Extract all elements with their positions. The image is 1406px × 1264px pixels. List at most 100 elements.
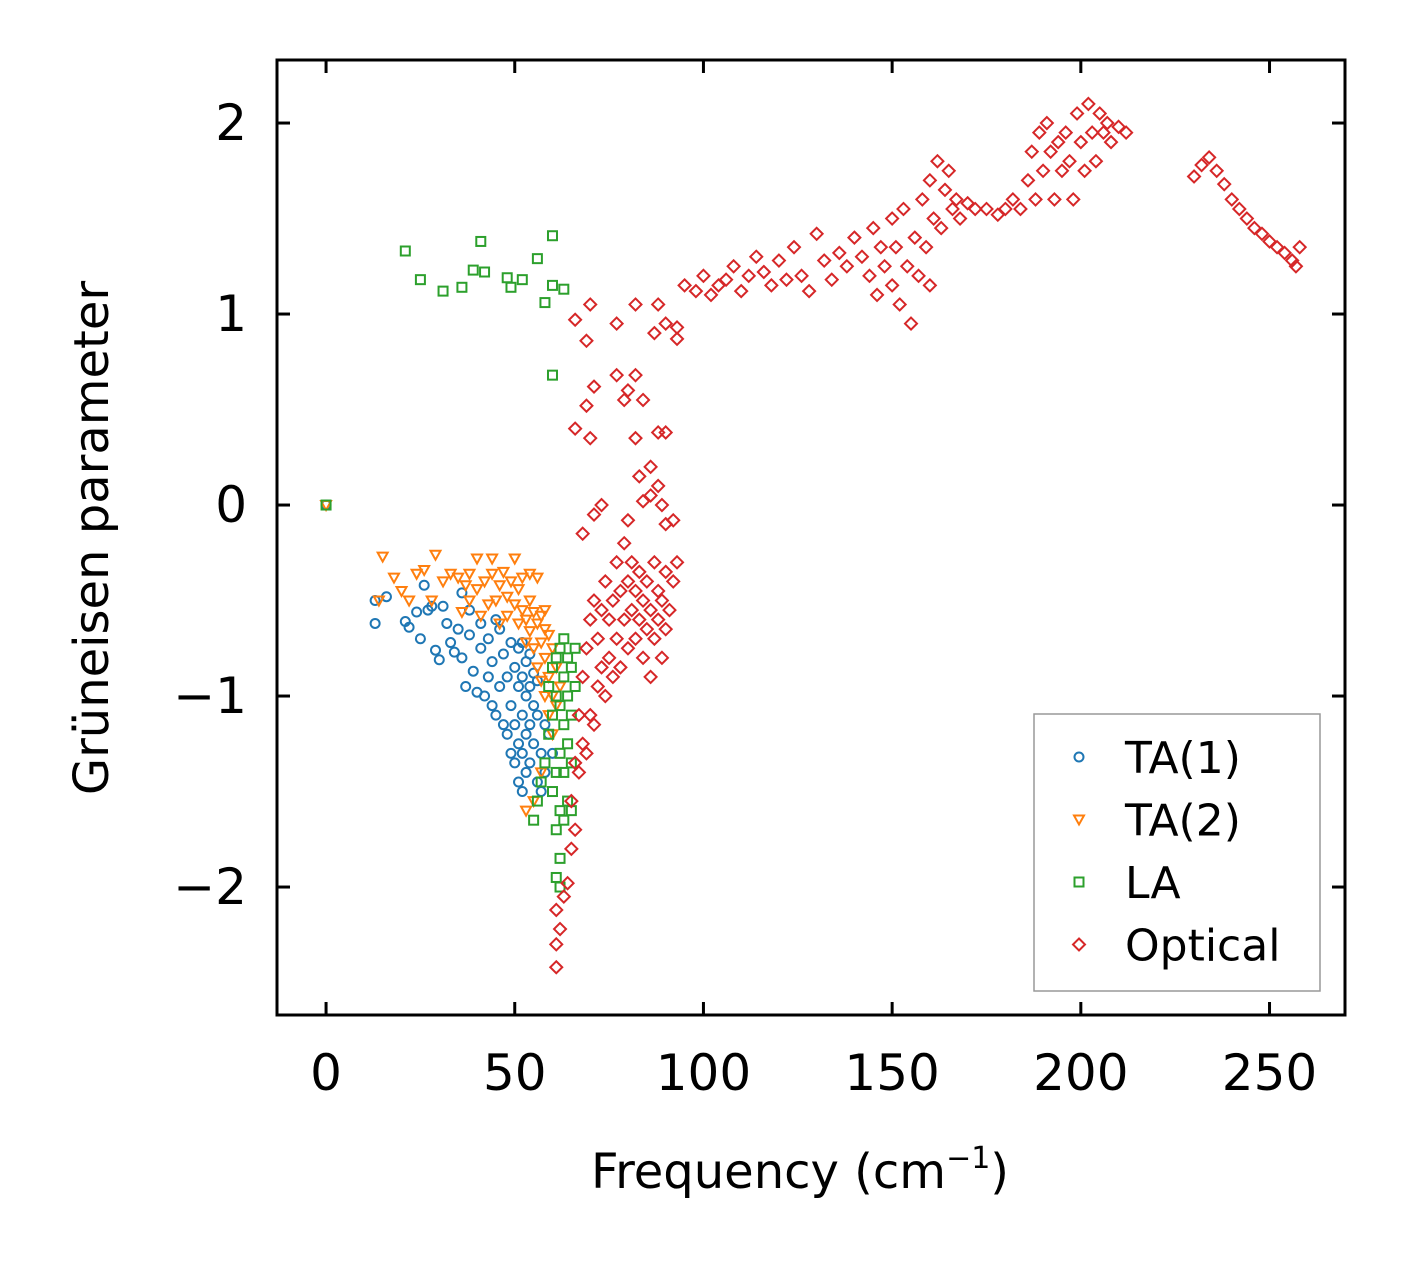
data-point xyxy=(550,824,562,836)
data-point xyxy=(433,654,445,666)
y-tick-label: −1 xyxy=(173,667,247,725)
data-point xyxy=(937,182,953,198)
data-point xyxy=(1096,125,1111,140)
data-point xyxy=(1005,192,1021,207)
data-point xyxy=(546,786,558,798)
data-point xyxy=(1039,115,1055,131)
data-point xyxy=(534,767,548,780)
data-point xyxy=(528,814,540,826)
data-point xyxy=(688,283,704,299)
data-point xyxy=(620,383,636,398)
data-point xyxy=(481,599,496,612)
data-point xyxy=(718,272,734,288)
data-point xyxy=(554,852,566,864)
data-point xyxy=(543,728,555,740)
data-point xyxy=(505,747,517,759)
data-point xyxy=(482,633,494,645)
data-point xyxy=(558,719,570,731)
data-point xyxy=(534,610,548,623)
data-point xyxy=(542,629,556,642)
data-point xyxy=(1058,125,1074,140)
x-axis-ticks: 0 50 100 150 200 250 xyxy=(310,60,1317,1102)
data-point xyxy=(628,631,643,647)
legend-label: TA(2) xyxy=(1124,796,1241,847)
data-point xyxy=(403,621,415,633)
data-point xyxy=(513,738,525,750)
data-point xyxy=(786,239,802,255)
data-point xyxy=(650,478,666,494)
data-point xyxy=(941,163,957,179)
data-point xyxy=(508,553,522,566)
data-point xyxy=(726,258,742,274)
data-point xyxy=(563,793,579,809)
data-point xyxy=(586,593,602,608)
data-point xyxy=(650,612,666,628)
data-point xyxy=(485,553,499,566)
x-tick-label: 250 xyxy=(1222,1044,1317,1102)
data-point xyxy=(892,297,908,312)
data-point xyxy=(624,554,640,570)
data-point xyxy=(467,264,479,276)
data-point xyxy=(451,572,465,585)
data-point xyxy=(896,201,911,217)
data-point xyxy=(470,553,484,566)
data-point xyxy=(809,226,825,242)
data-point xyxy=(590,631,606,647)
data-point xyxy=(430,644,442,656)
data-point xyxy=(635,650,651,666)
data-point xyxy=(654,650,670,666)
data-point xyxy=(609,631,625,647)
data-point xyxy=(387,572,401,585)
data-point xyxy=(538,605,552,618)
data-point xyxy=(1084,125,1100,140)
data-point xyxy=(631,564,647,580)
data-point xyxy=(646,554,662,570)
data-point xyxy=(654,497,670,513)
legend-label: TA(1) xyxy=(1124,733,1241,784)
data-point xyxy=(513,680,525,692)
data-point xyxy=(579,745,594,761)
data-point xyxy=(546,279,558,291)
data-point xyxy=(426,600,438,612)
data-point xyxy=(486,700,498,712)
x-tick-label: 0 xyxy=(310,1044,342,1102)
data-point xyxy=(475,642,487,654)
data-point xyxy=(516,747,528,759)
data-point xyxy=(918,239,934,255)
x-tick-label: 100 xyxy=(656,1044,751,1102)
data-point xyxy=(624,602,640,618)
data-point xyxy=(1103,134,1119,150)
data-point xyxy=(567,312,583,328)
data-point xyxy=(1209,163,1225,179)
data-point xyxy=(741,268,757,284)
data-point xyxy=(467,665,479,677)
data-point xyxy=(771,253,787,268)
data-point xyxy=(409,568,424,581)
data-point xyxy=(1216,176,1232,192)
data-point xyxy=(1092,106,1108,121)
data-point xyxy=(538,652,552,665)
data-point xyxy=(654,593,670,608)
data-point xyxy=(562,690,574,702)
data-point xyxy=(646,631,662,647)
data-point xyxy=(456,652,468,664)
data-point xyxy=(582,297,598,312)
data-point xyxy=(462,595,477,608)
data-point xyxy=(873,239,889,255)
data-point xyxy=(496,566,511,579)
data-point xyxy=(579,640,594,656)
data-point xyxy=(1111,119,1126,135)
data-point xyxy=(485,568,499,581)
data-point xyxy=(1254,226,1270,242)
data-point xyxy=(609,554,625,570)
data-point xyxy=(888,239,904,255)
y-tick-label: 1 xyxy=(215,285,247,343)
data-point xyxy=(548,959,564,975)
data-point xyxy=(877,258,893,274)
data-point xyxy=(474,610,488,623)
data-point xyxy=(563,841,579,857)
data-point xyxy=(425,595,439,608)
data-point xyxy=(639,574,655,589)
data-point xyxy=(948,192,964,207)
data-point xyxy=(862,268,877,284)
